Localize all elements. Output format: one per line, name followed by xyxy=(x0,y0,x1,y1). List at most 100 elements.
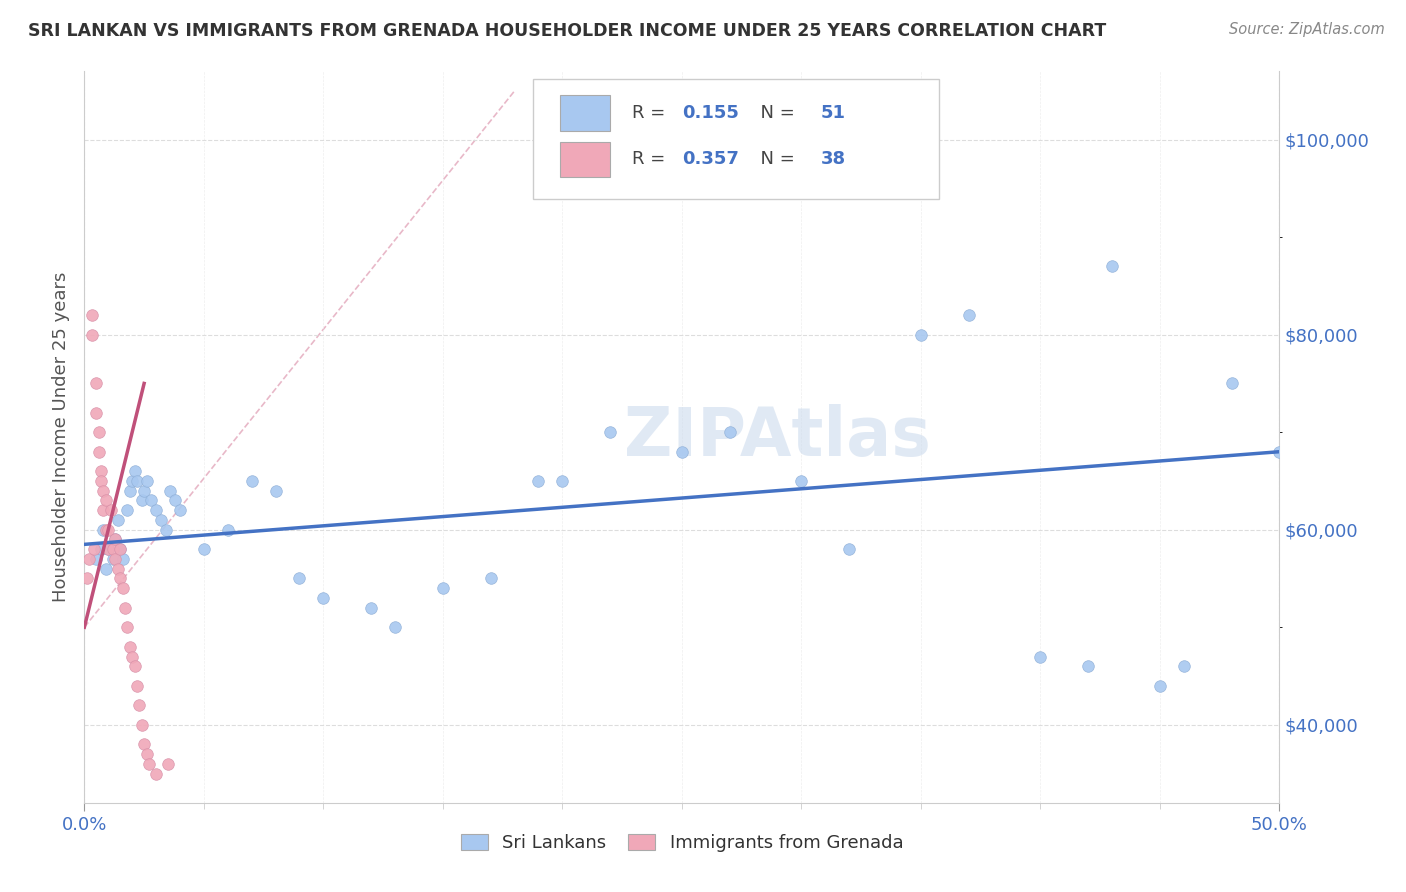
Point xyxy=(76,572,98,586)
Point xyxy=(125,679,148,693)
Point xyxy=(1220,376,1243,391)
Point xyxy=(114,600,136,615)
Text: Source: ZipAtlas.com: Source: ZipAtlas.com xyxy=(1229,22,1385,37)
Point xyxy=(132,737,156,751)
Point xyxy=(957,308,980,322)
Point xyxy=(193,542,215,557)
Text: ZIPAtlas: ZIPAtlas xyxy=(624,404,931,470)
Point xyxy=(83,542,105,557)
Point xyxy=(87,425,110,440)
Point xyxy=(145,503,167,517)
Point xyxy=(264,483,287,498)
Point xyxy=(145,766,167,780)
Point xyxy=(131,493,153,508)
Point xyxy=(138,756,160,771)
Text: N =: N = xyxy=(749,150,800,168)
Point xyxy=(77,552,100,566)
Point xyxy=(131,718,153,732)
Point xyxy=(97,523,120,537)
Point xyxy=(217,523,239,537)
Point xyxy=(111,581,134,595)
Point xyxy=(135,747,157,761)
Point xyxy=(80,308,103,322)
Point xyxy=(838,542,860,557)
Text: R =: R = xyxy=(631,104,671,122)
Point xyxy=(1077,659,1099,673)
Point xyxy=(718,425,741,440)
Point xyxy=(527,474,550,488)
Point xyxy=(86,552,108,566)
Point xyxy=(159,483,181,498)
Point xyxy=(121,474,143,488)
Point xyxy=(1101,260,1123,274)
Text: 38: 38 xyxy=(821,150,845,168)
Point xyxy=(155,523,177,537)
Point xyxy=(107,562,129,576)
Point xyxy=(104,552,127,566)
Point xyxy=(384,620,406,634)
Point xyxy=(107,513,129,527)
FancyBboxPatch shape xyxy=(560,95,610,130)
Point xyxy=(240,474,263,488)
Point xyxy=(124,659,146,673)
Point xyxy=(124,464,146,478)
Point xyxy=(671,444,693,458)
Point xyxy=(90,464,112,478)
Point xyxy=(110,542,132,557)
Point xyxy=(93,483,115,498)
Point xyxy=(169,503,191,517)
Text: N =: N = xyxy=(749,104,800,122)
Point xyxy=(910,327,932,342)
Point xyxy=(111,552,134,566)
Point xyxy=(551,474,574,488)
Point xyxy=(97,542,120,557)
Point xyxy=(125,474,148,488)
Point xyxy=(141,493,163,508)
Point xyxy=(94,493,117,508)
Point xyxy=(97,542,120,557)
Point xyxy=(86,406,108,420)
Point xyxy=(104,533,127,547)
Text: R =: R = xyxy=(631,150,671,168)
Point xyxy=(790,474,813,488)
Text: 0.357: 0.357 xyxy=(682,150,738,168)
Point xyxy=(1268,444,1291,458)
Point xyxy=(118,483,141,498)
FancyBboxPatch shape xyxy=(533,78,939,200)
Point xyxy=(149,513,172,527)
Point xyxy=(312,591,335,605)
Point xyxy=(90,542,112,557)
Point xyxy=(288,572,311,586)
Point xyxy=(87,444,110,458)
Point xyxy=(1149,679,1171,693)
Point xyxy=(132,483,156,498)
Text: 51: 51 xyxy=(821,104,845,122)
Point xyxy=(118,640,141,654)
Y-axis label: Householder Income Under 25 years: Householder Income Under 25 years xyxy=(52,272,70,602)
Point xyxy=(360,600,382,615)
Point xyxy=(94,523,117,537)
Point xyxy=(479,572,502,586)
Point xyxy=(94,562,117,576)
Point xyxy=(135,474,157,488)
Point xyxy=(93,523,115,537)
Point xyxy=(101,542,124,557)
Point xyxy=(90,474,112,488)
Point xyxy=(104,533,127,547)
Point xyxy=(128,698,150,713)
Point xyxy=(432,581,454,595)
Point xyxy=(86,376,108,391)
Point xyxy=(599,425,621,440)
Point xyxy=(1173,659,1195,673)
Point xyxy=(110,572,132,586)
Point xyxy=(100,503,122,517)
Text: SRI LANKAN VS IMMIGRANTS FROM GRENADA HOUSEHOLDER INCOME UNDER 25 YEARS CORRELAT: SRI LANKAN VS IMMIGRANTS FROM GRENADA HO… xyxy=(28,22,1107,40)
Point xyxy=(117,620,139,634)
Point xyxy=(110,542,132,557)
Point xyxy=(117,503,139,517)
Point xyxy=(80,327,103,342)
Point xyxy=(93,503,115,517)
Point xyxy=(157,756,180,771)
Point xyxy=(165,493,187,508)
Text: 0.155: 0.155 xyxy=(682,104,738,122)
